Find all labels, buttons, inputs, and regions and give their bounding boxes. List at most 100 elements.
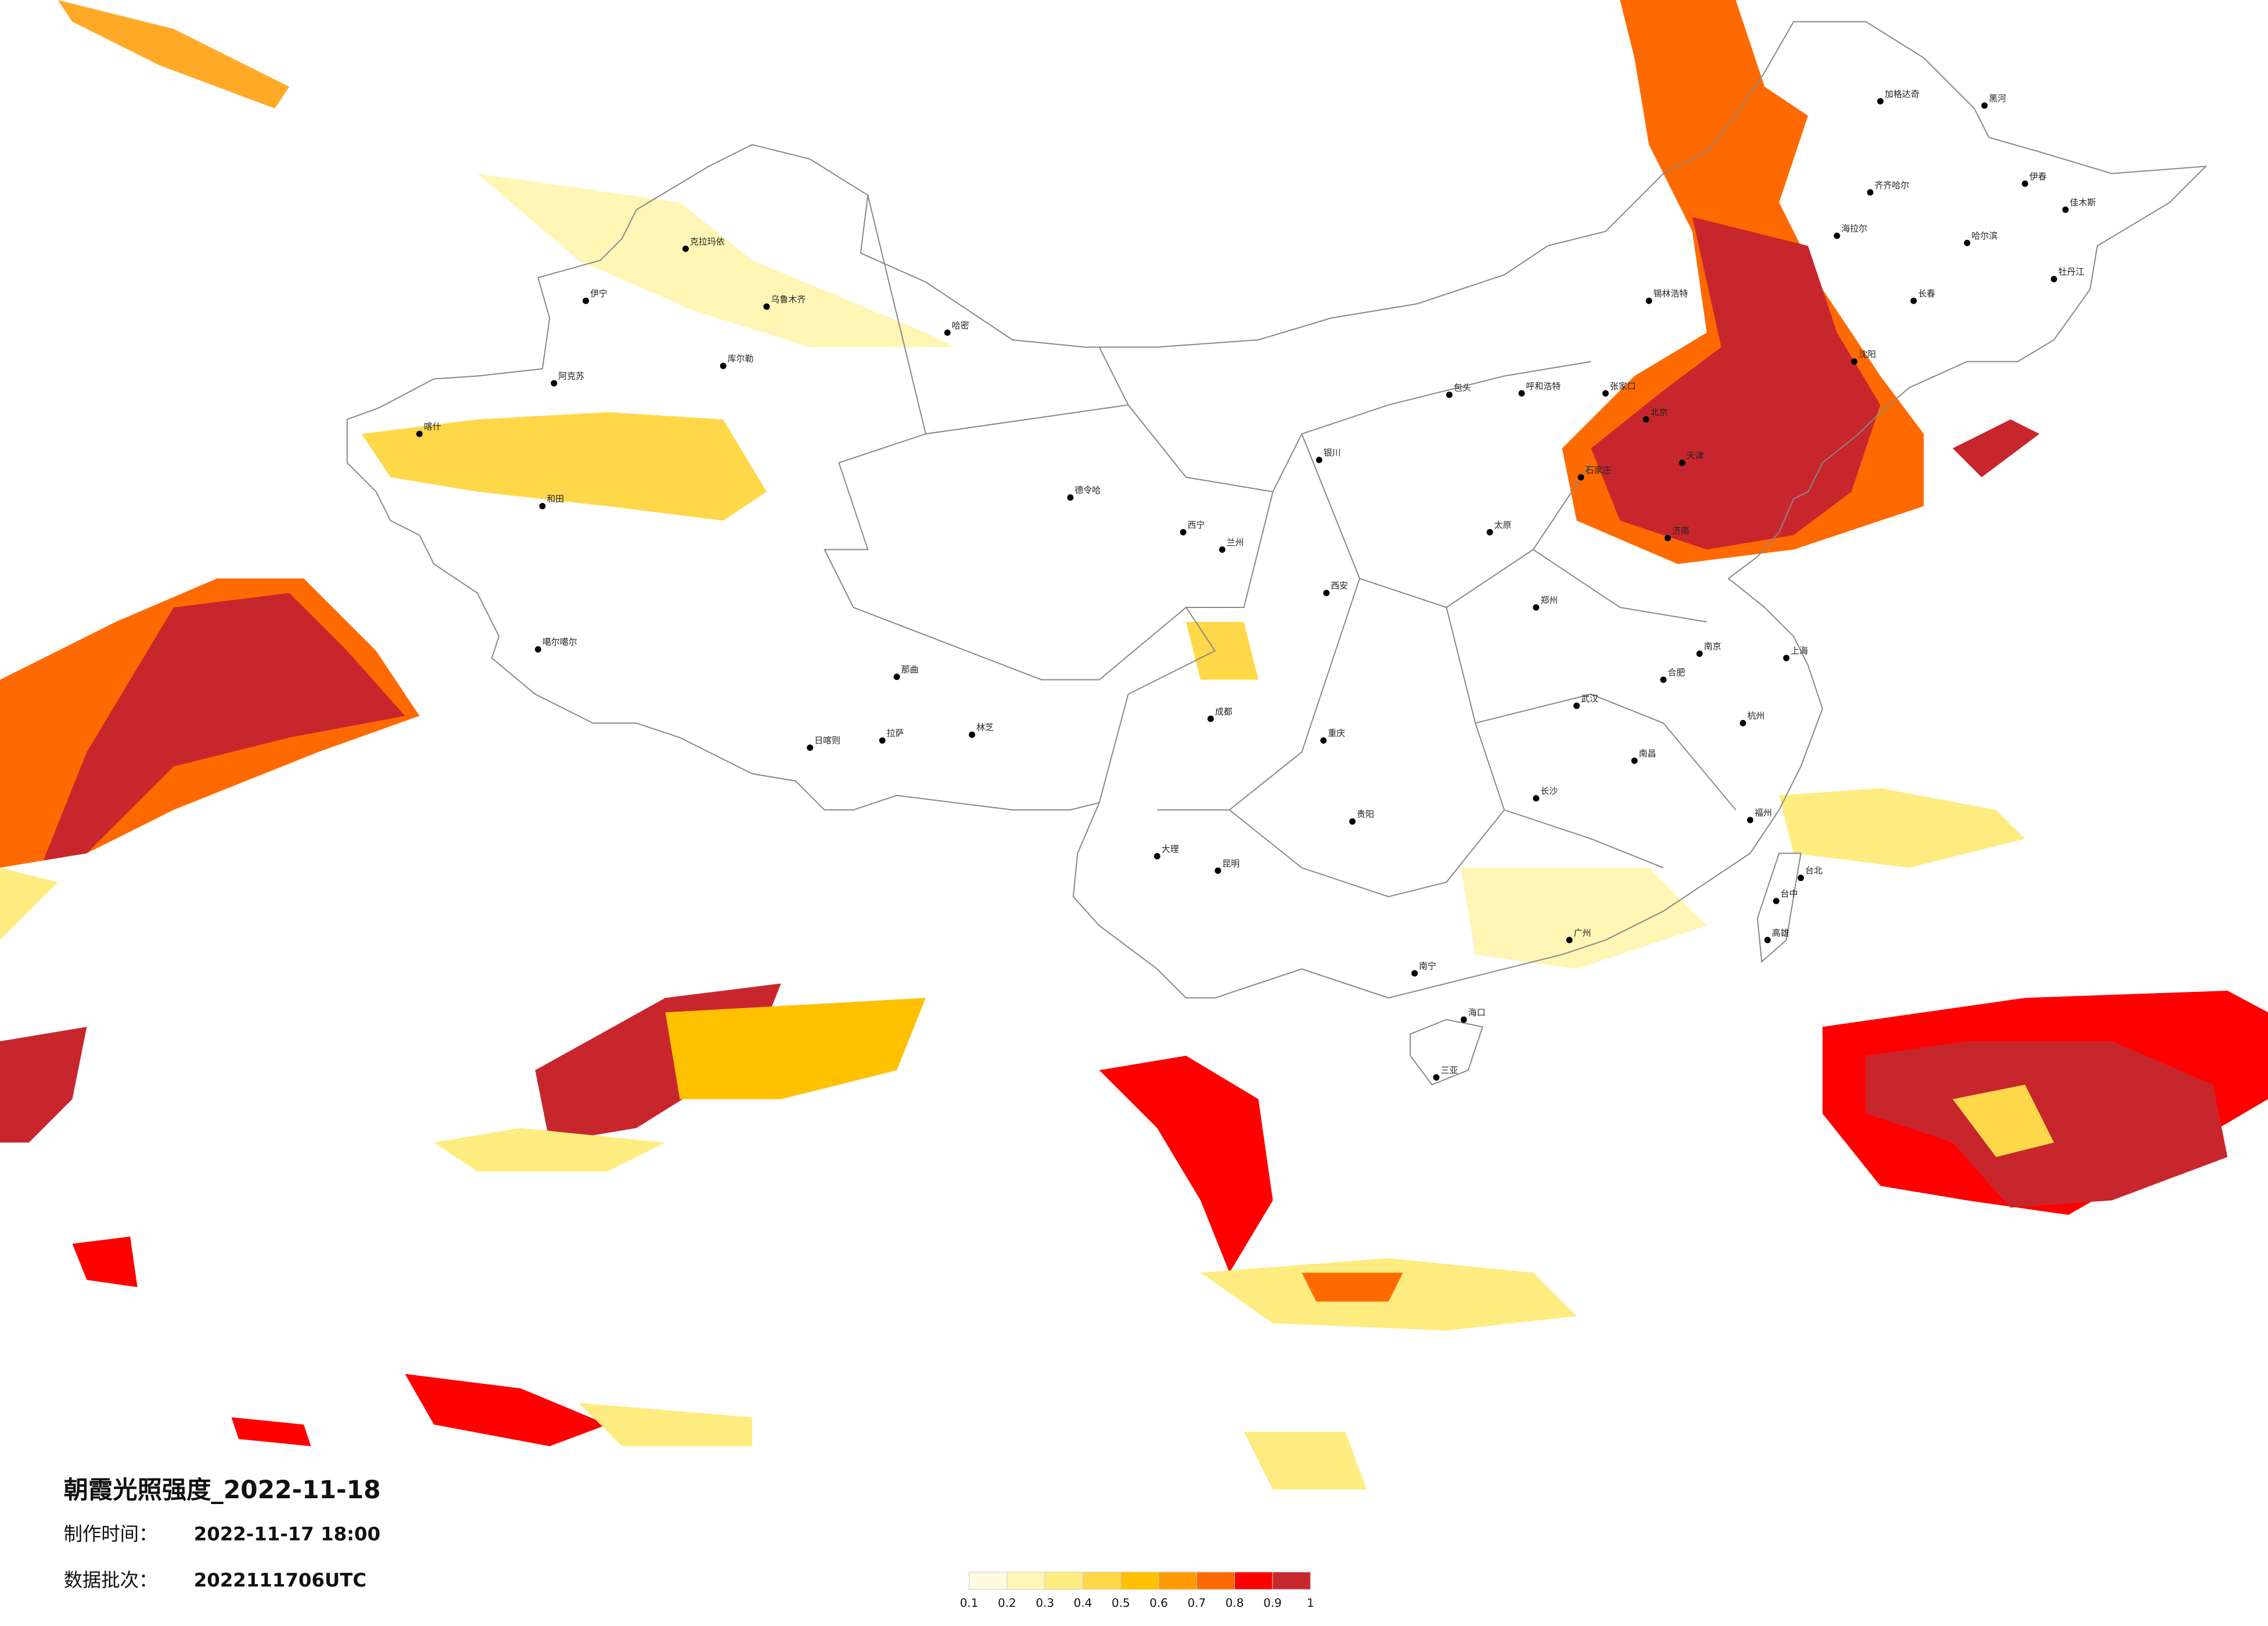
- city-dot: [1219, 546, 1225, 553]
- legend-swatch: [1044, 1571, 1084, 1590]
- map-title: 朝霞光照强度_2022-11-18: [64, 1476, 381, 1504]
- city-label: 齐齐哈尔: [1875, 180, 1910, 190]
- city-dot: [1877, 98, 1884, 105]
- city-dot: [2062, 206, 2069, 213]
- city-label: 成都: [1215, 706, 1232, 717]
- city-dot: [1645, 297, 1652, 304]
- city-dot: [1642, 416, 1649, 423]
- city-label: 黑河: [1989, 93, 2006, 103]
- city-dot: [1566, 937, 1573, 944]
- city-dot: [1664, 534, 1671, 541]
- city-label: 伊宁: [590, 289, 608, 299]
- city-label: 广州: [1574, 927, 1591, 938]
- province-border: [823, 195, 1737, 898]
- city-label: 南宁: [1419, 961, 1436, 972]
- city-label: 银川: [1324, 447, 1341, 458]
- city-label: 呼和浩特: [1526, 381, 1561, 391]
- city-label: 乌鲁木齐: [771, 294, 806, 305]
- city-dot: [1067, 494, 1074, 501]
- city-label: 武汉: [1581, 693, 1598, 704]
- city-dot: [1602, 390, 1609, 397]
- city-label: 南昌: [1639, 748, 1656, 758]
- city-dot: [1207, 715, 1214, 722]
- city-label: 加格达奇: [1885, 89, 1920, 99]
- city-label: 哈密: [952, 320, 969, 330]
- city-label: 伊春: [2029, 171, 2047, 182]
- city-label: 合肥: [1667, 667, 1685, 678]
- city-dot: [1323, 589, 1330, 596]
- city-dot: [1696, 650, 1703, 657]
- city-label: 南京: [1704, 641, 1721, 652]
- city-dot: [1678, 459, 1685, 466]
- city-label: 重庆: [1328, 728, 1345, 739]
- legend-tick-label: 1: [1307, 1596, 1314, 1610]
- city-label: 包头: [1454, 382, 1471, 393]
- city-label: 德令哈: [1074, 485, 1101, 495]
- city-dot: [1964, 239, 1971, 246]
- city-label: 和田: [547, 494, 564, 504]
- legend-tick-label: 0.2: [998, 1596, 1016, 1610]
- legend-swatch: [1007, 1571, 1045, 1590]
- city-label: 济南: [1672, 526, 1690, 536]
- city-label: 北京: [1651, 407, 1668, 418]
- city-dot: [893, 674, 900, 681]
- city-dot: [1573, 702, 1580, 709]
- city-label: 张家口: [1610, 381, 1636, 391]
- city-dot: [1446, 391, 1453, 398]
- made-label: 制作时间：: [64, 1523, 158, 1545]
- city-label: 昆明: [1222, 858, 1239, 869]
- city-dot: [1746, 816, 1753, 823]
- city-dot: [1577, 474, 1584, 481]
- city-label: 噶尔噶尔: [542, 637, 577, 647]
- city-dot: [583, 297, 590, 304]
- city-label: 海口: [1468, 1007, 1486, 1017]
- city-dot: [1315, 456, 1322, 463]
- city-dot: [879, 737, 886, 744]
- city-label: 高雄: [1772, 927, 1789, 938]
- city-label: 西安: [1331, 581, 1348, 591]
- legend-tick-label: 0.9: [1263, 1596, 1282, 1610]
- city-dot: [1433, 1074, 1440, 1081]
- city-label: 天津: [1687, 450, 1704, 461]
- city-dot: [551, 380, 558, 387]
- city-dot: [1910, 297, 1917, 304]
- city-dot: [969, 731, 976, 738]
- legend-swatch: [1196, 1571, 1235, 1590]
- city-dot: [2050, 276, 2057, 283]
- legend-tick-label: 0.7: [1188, 1596, 1206, 1610]
- legend-swatch: [1083, 1571, 1122, 1590]
- city-dot: [1798, 875, 1805, 882]
- city-label: 太原: [1494, 520, 1512, 530]
- city-label: 阿克苏: [558, 370, 584, 381]
- city-label: 长沙: [1540, 786, 1558, 796]
- city-dot: [1460, 1016, 1467, 1023]
- batch-value: 2022111706UTC: [194, 1569, 366, 1591]
- made-value: 2022-11-17 18:00: [194, 1523, 380, 1545]
- city-dot: [1660, 677, 1667, 683]
- city-label: 日喀则: [814, 735, 840, 746]
- legend-swatch: [1234, 1571, 1273, 1590]
- city-dot: [1214, 867, 1221, 874]
- city-label: 库尔勒: [728, 354, 754, 364]
- city-dot: [1180, 529, 1187, 535]
- city-dot: [1153, 852, 1160, 859]
- city-label: 喀什: [424, 422, 441, 432]
- city-dot: [1533, 795, 1540, 802]
- city-dot: [539, 503, 546, 510]
- city-dot: [1739, 720, 1746, 726]
- legend-swatch: [1120, 1571, 1159, 1590]
- city-dot: [1764, 937, 1771, 944]
- city-label: 贵阳: [1357, 809, 1374, 819]
- country-border: [346, 21, 2208, 999]
- city-label: 福州: [1755, 808, 1772, 818]
- legend-tick-label: 0.6: [1149, 1596, 1168, 1610]
- legend-swatch: [1158, 1571, 1197, 1590]
- city-dot: [1533, 604, 1540, 611]
- legend-swatch: [969, 1571, 1008, 1590]
- city-label: 沈阳: [1859, 349, 1876, 359]
- borders: [346, 21, 2208, 1086]
- city-dot: [1411, 970, 1418, 977]
- legend-tick-label: 0.5: [1112, 1596, 1130, 1610]
